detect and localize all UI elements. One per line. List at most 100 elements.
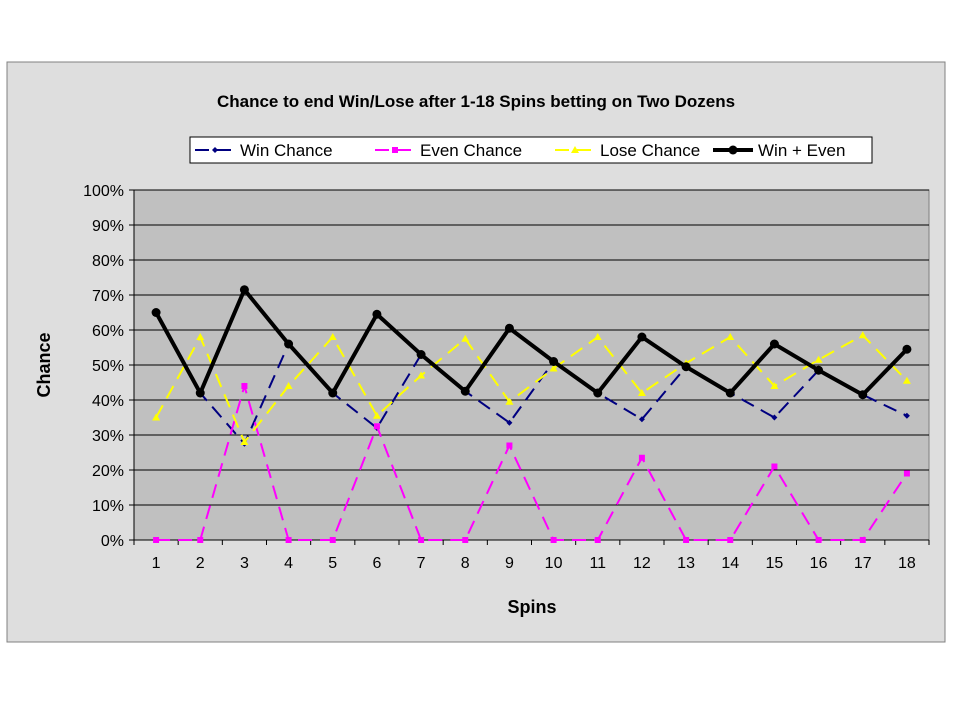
y-tick-label: 10% (92, 498, 124, 515)
data-point (858, 390, 868, 400)
data-point (725, 388, 735, 398)
y-tick-label: 50% (92, 358, 124, 375)
data-point (504, 323, 514, 333)
x-tick-label: 1 (152, 555, 161, 572)
data-point (549, 364, 558, 372)
chart-title: Chance to end Win/Lose after 1-18 Spins … (217, 92, 735, 111)
data-point (329, 537, 336, 543)
data-point (814, 365, 824, 375)
series-line (155, 334, 908, 444)
data-point (858, 331, 867, 339)
x-tick-label: 9 (505, 555, 514, 572)
series-line (155, 312, 908, 446)
data-point (285, 537, 292, 543)
data-point (284, 339, 294, 349)
data-point (681, 362, 691, 372)
legend-label: Win Chance (240, 141, 333, 160)
data-point (814, 355, 823, 363)
x-tick-label: 5 (328, 555, 337, 572)
y-tick-label: 100% (83, 183, 124, 200)
data-point (726, 333, 735, 340)
data-point (770, 382, 779, 389)
x-tick-label: 8 (461, 555, 470, 572)
data-point (902, 376, 911, 384)
series-win-even (151, 285, 912, 400)
data-point (637, 389, 646, 396)
data-point (241, 383, 248, 389)
data-point (372, 309, 382, 319)
y-tick-label: 90% (92, 218, 124, 235)
data-point (550, 537, 557, 543)
legend-label: Even Chance (420, 141, 522, 160)
data-point (859, 537, 866, 543)
y-tick-label: 80% (92, 253, 124, 270)
x-tick-label: 3 (240, 555, 249, 572)
y-tick-label: 40% (92, 393, 124, 410)
data-point (151, 308, 161, 317)
data-point (462, 537, 469, 543)
x-tick-label: 4 (284, 555, 293, 572)
x-tick-label: 2 (196, 555, 205, 572)
x-tick-label: 16 (810, 555, 828, 572)
data-point (593, 333, 602, 340)
x-tick-label: 13 (677, 555, 695, 572)
data-point (416, 350, 426, 359)
x-tick-label: 18 (898, 555, 916, 572)
data-point (902, 344, 912, 354)
legend-marker (728, 145, 738, 155)
x-tick-label: 10 (545, 555, 563, 572)
data-point (637, 332, 647, 342)
data-point (769, 339, 779, 349)
data-point (683, 537, 690, 543)
x-axis-label: Spins (507, 597, 556, 617)
data-point (506, 419, 513, 426)
data-point (593, 388, 603, 398)
legend-marker (571, 146, 579, 153)
data-point (372, 411, 381, 419)
data-point (594, 537, 601, 543)
y-tick-label: 20% (92, 463, 124, 480)
data-point (461, 334, 470, 342)
x-tick-label: 7 (417, 555, 426, 572)
data-point (239, 285, 249, 295)
legend-label: Win + Even (758, 141, 845, 160)
data-point (771, 463, 778, 470)
data-point (903, 412, 910, 419)
legend-marker (212, 147, 218, 153)
legend: Win Chance Even Chance Lose Chance Win + Ev… (189, 136, 873, 164)
legend-marker (392, 147, 398, 153)
series-line (154, 285, 909, 398)
data-point (284, 382, 293, 389)
data-point (417, 371, 426, 379)
data-point (638, 454, 645, 461)
y-tick-label: 60% (92, 323, 124, 340)
data-point (418, 537, 425, 543)
data-point (328, 333, 337, 340)
data-point (771, 414, 778, 421)
x-tick-label: 11 (589, 555, 606, 572)
data-point (197, 537, 204, 543)
data-point (152, 413, 161, 421)
x-tick-label: 12 (633, 555, 651, 572)
data-point (638, 416, 645, 423)
legend-label: Lose Chance (600, 141, 700, 160)
data-point (815, 537, 822, 543)
x-tick-label: 17 (854, 555, 872, 572)
y-axis-label: Chance (34, 332, 54, 397)
data-point (727, 537, 734, 543)
data-point (505, 397, 514, 405)
data-point (549, 357, 559, 366)
data-point (506, 442, 513, 449)
data-point (195, 388, 205, 398)
data-point (373, 423, 380, 430)
data-point (460, 386, 470, 396)
x-tick-label: 6 (372, 555, 381, 572)
data-point (153, 537, 160, 543)
y-tick-label: 30% (92, 428, 124, 445)
series-even-chance (153, 382, 910, 543)
legend-box (189, 136, 873, 164)
x-tick-label: 14 (721, 555, 739, 572)
data-point (903, 470, 910, 477)
data-point (196, 333, 205, 340)
